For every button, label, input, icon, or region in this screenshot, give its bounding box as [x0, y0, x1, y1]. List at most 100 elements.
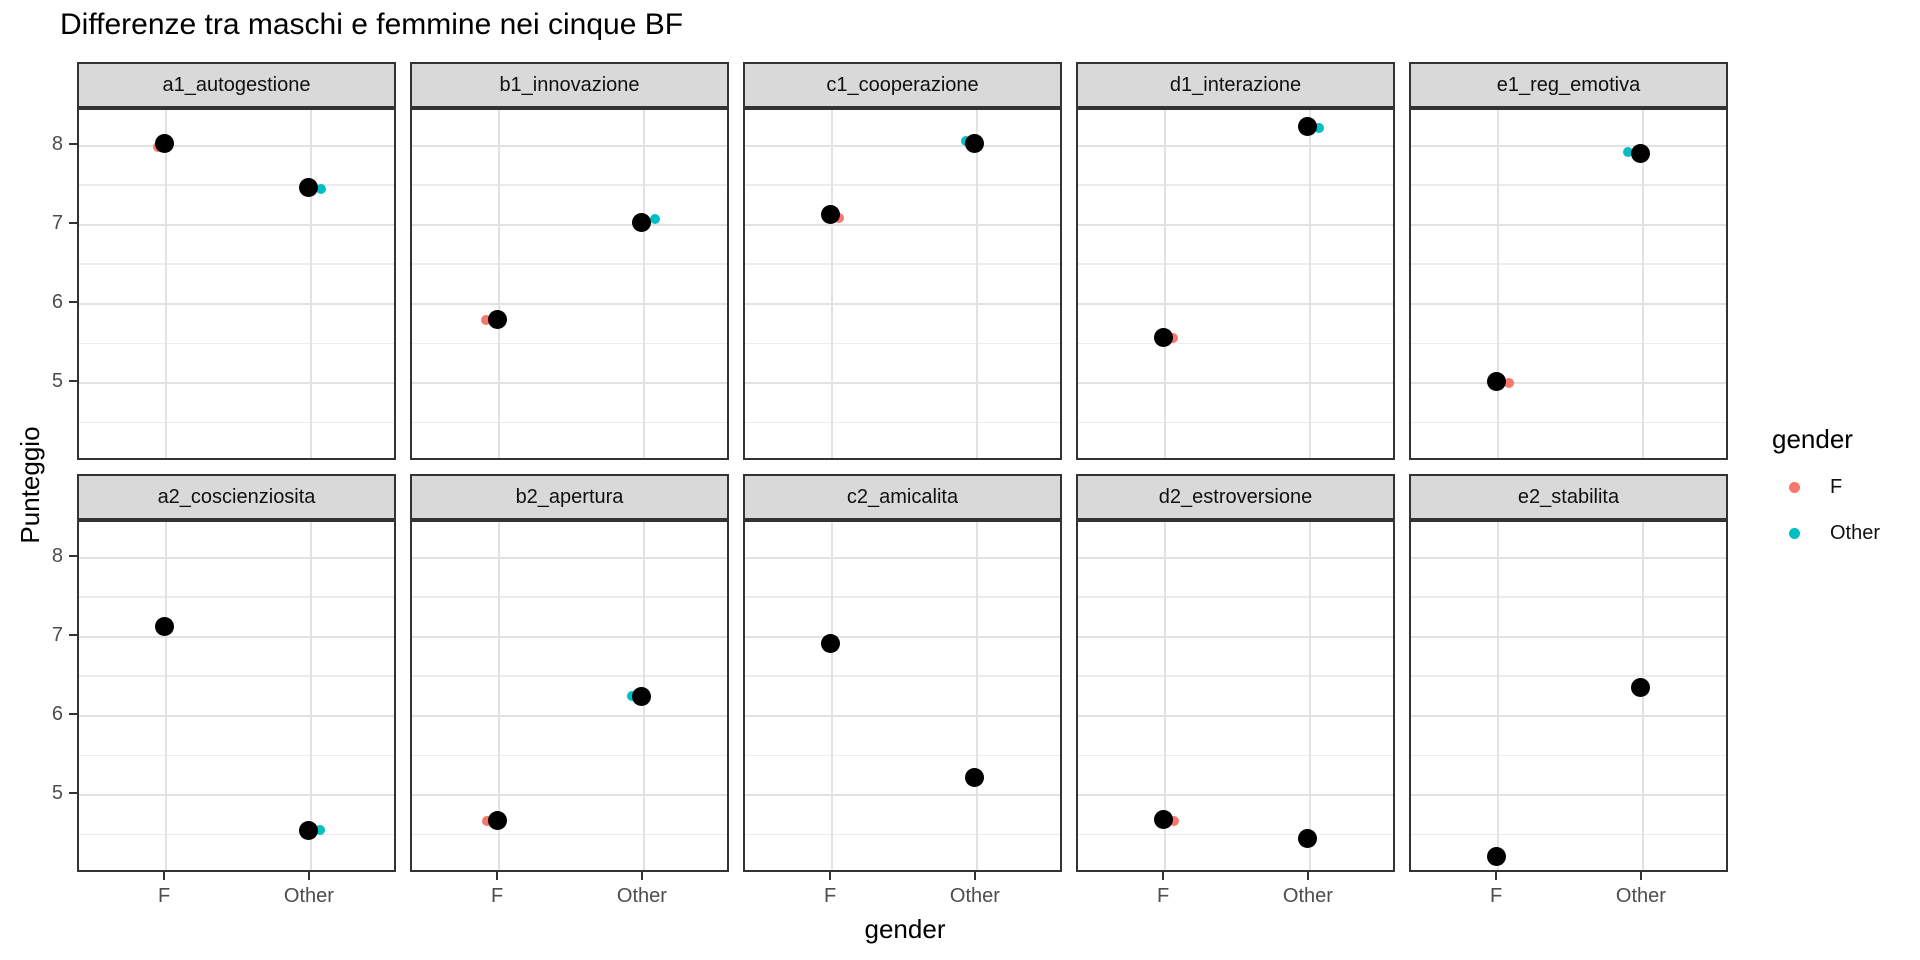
- gridline-vertical: [1164, 522, 1167, 870]
- gridline-major: [412, 793, 727, 796]
- gridline-major: [1411, 793, 1726, 796]
- facet-panel-e2_stabilita: [1409, 520, 1728, 872]
- data-point-a1_autogestione-Other-black: [299, 177, 319, 197]
- gridline-major: [1078, 556, 1393, 559]
- gridline-major: [412, 714, 727, 717]
- y-tick-mark: [69, 554, 77, 557]
- y-tick-mark: [69, 379, 77, 382]
- gridline-minor: [1078, 184, 1393, 186]
- gridline-minor: [412, 596, 727, 598]
- x-tick-mark: [163, 872, 166, 880]
- gridline-major: [745, 302, 1060, 305]
- gridline-major: [745, 793, 1060, 796]
- gridline-major: [1078, 381, 1393, 384]
- legend-label-F: F: [1830, 476, 1843, 498]
- y-tick-label: 6: [51, 702, 63, 725]
- y-tick-mark: [69, 712, 77, 715]
- gridline-minor: [745, 754, 1060, 757]
- x-tick-label: F: [1489, 885, 1503, 907]
- gridline-minor: [745, 184, 1060, 186]
- gridline-major: [1411, 381, 1726, 384]
- facet-strip-label: c2_amicalita: [846, 485, 959, 508]
- gridline-minor: [412, 421, 727, 424]
- gridline-minor: [1411, 421, 1726, 424]
- legend-label-Other: Other: [1830, 522, 1881, 544]
- data-point-d2_estroversione-F-black: [1153, 810, 1173, 830]
- gridline-minor: [79, 342, 394, 345]
- y-tick-label: 8: [51, 132, 63, 155]
- gridline-major: [412, 635, 727, 638]
- x-tick-mark: [1495, 872, 1498, 880]
- gridline-major: [412, 381, 727, 384]
- legend-key-Other: [1789, 528, 1800, 539]
- gridline-major: [1078, 793, 1393, 796]
- y-tick-mark: [69, 791, 77, 794]
- data-point-a2_coscienziosita-Other-Other: [314, 825, 325, 836]
- gridline-minor: [79, 263, 394, 265]
- y-tick-mark: [69, 633, 77, 636]
- facet-panel-c1_cooperazione: [743, 108, 1062, 460]
- data-point-a2_coscienziosita-Other-black: [299, 821, 319, 841]
- gridline-major: [745, 144, 1060, 147]
- y-tick-label: 7: [51, 623, 63, 646]
- x-axis-title: gender: [864, 914, 946, 944]
- gridline-vertical: [1308, 522, 1311, 870]
- facet-strip-d1_interazione: d1_interazione: [1076, 62, 1395, 108]
- x-tick-mark: [640, 872, 643, 880]
- gridline-major: [412, 223, 727, 226]
- gridline-major: [1078, 714, 1393, 717]
- gridline-minor: [745, 596, 1060, 598]
- gridline-major: [745, 381, 1060, 384]
- chart-title: Differenze tra maschi e femmine nei cinq…: [60, 8, 684, 41]
- gridline-major: [412, 302, 727, 305]
- gridline-minor: [79, 675, 394, 677]
- x-tick-mark: [1162, 872, 1165, 880]
- gridline-minor: [745, 263, 1060, 265]
- facet-strip-e2_stabilita: e2_stabilita: [1409, 474, 1728, 520]
- facet-strip-label: d1_interazione: [1169, 73, 1302, 96]
- x-tick-label: F: [1156, 885, 1170, 907]
- gridline-major: [745, 556, 1060, 559]
- gridline-minor: [412, 184, 727, 186]
- facet-strip-label: d2_estroversione: [1158, 485, 1313, 508]
- gridline-major: [79, 302, 394, 305]
- y-tick-mark: [69, 221, 77, 224]
- y-tick-mark: [69, 142, 77, 145]
- gridline-vertical: [975, 522, 978, 870]
- x-tick-mark: [307, 872, 310, 880]
- gridline-vertical: [1641, 110, 1644, 458]
- gridline-major: [1411, 714, 1726, 717]
- facet-panel-d2_estroversione: [1076, 520, 1395, 872]
- gridline-vertical: [498, 110, 501, 458]
- y-axis-title: Punteggio: [15, 426, 45, 544]
- y-tick-label: 5: [51, 781, 63, 804]
- gridline-major: [79, 556, 394, 559]
- data-point-c2_amicalita-Other-black: [965, 767, 985, 787]
- data-point-c1_cooperazione-Other-black: [965, 134, 985, 154]
- data-point-b2_apertura-F-black: [487, 811, 507, 831]
- data-point-d1_interazione-F-F: [1168, 333, 1179, 344]
- data-point-b2_apertura-F-F: [482, 815, 493, 826]
- data-point-d1_interazione-Other-black: [1298, 116, 1318, 136]
- gridline-major: [1078, 635, 1393, 638]
- facet-strip-label: c1_cooperazione: [826, 73, 979, 96]
- legend: gender F Other: [1758, 418, 1920, 558]
- facet-panel-a2_coscienziosita: [77, 520, 396, 872]
- facet-panel-e1_reg_emotiva: [1409, 108, 1728, 460]
- data-point-e1_reg_emotiva-F-F: [1504, 378, 1515, 389]
- data-point-b2_apertura-Other-Other: [626, 690, 637, 701]
- gridline-major: [1411, 223, 1726, 226]
- x-tick-label: F: [823, 885, 837, 907]
- facet-strip-e1_reg_emotiva: e1_reg_emotiva: [1409, 62, 1728, 108]
- gridline-minor: [1078, 342, 1393, 345]
- data-point-a1_autogestione-Other-Other: [315, 183, 326, 194]
- gridline-minor: [79, 184, 394, 186]
- legend-key-F: [1789, 482, 1800, 493]
- facet-strip-label: a1_autogestione: [162, 73, 311, 96]
- gridline-major: [412, 144, 727, 147]
- facet-strip-d2_estroversione: d2_estroversione: [1076, 474, 1395, 520]
- gridline-major: [1078, 223, 1393, 226]
- gridline-major: [1411, 302, 1726, 305]
- gridline-minor: [412, 342, 727, 345]
